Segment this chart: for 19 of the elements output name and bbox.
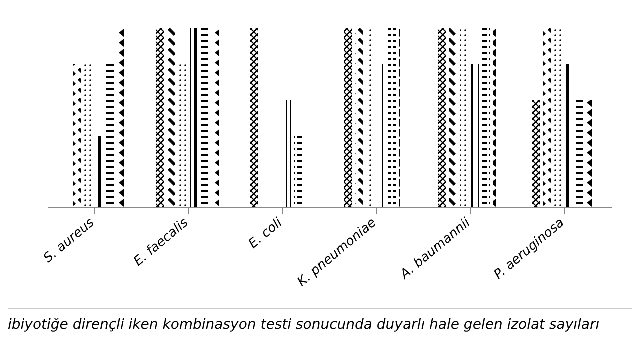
x-tick-label: E. coli [246,215,286,252]
bar [399,28,408,208]
bar [344,28,352,208]
bar [167,28,176,208]
bar [178,64,186,208]
bar [471,64,480,208]
text: ibiyotiğe dirençli iken kombinasyon testi sonucunda duyarlı hale gelen izolat sayıları [8,308,632,333]
bar [460,28,468,208]
bar [250,28,258,208]
bar [543,28,552,208]
bar [449,28,458,208]
bar [156,28,164,208]
bar [438,28,446,208]
bar [73,64,82,208]
bar [84,64,92,208]
bar [189,28,198,208]
bar [554,28,562,208]
bar [532,100,540,208]
bar [117,28,126,208]
